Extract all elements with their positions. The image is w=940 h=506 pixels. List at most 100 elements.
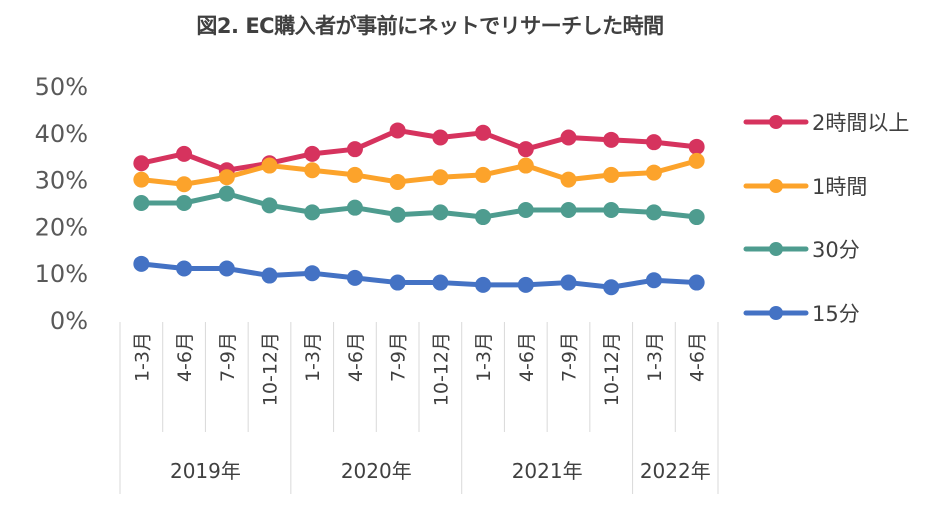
x-tick-label: 1-3月 xyxy=(644,332,666,382)
data-point xyxy=(133,155,150,172)
data-point xyxy=(218,260,235,277)
data-point xyxy=(261,197,278,214)
y-tick-label: 10% xyxy=(35,260,88,288)
y-tick-label: 30% xyxy=(35,167,88,195)
data-point xyxy=(176,260,193,277)
data-point xyxy=(603,279,620,296)
series-3 xyxy=(133,255,705,296)
data-point xyxy=(475,276,492,293)
data-point xyxy=(645,164,662,181)
series-1 xyxy=(133,152,705,193)
data-point xyxy=(560,171,577,188)
year-group-label: 2022年 xyxy=(640,459,711,483)
data-point xyxy=(475,209,492,226)
data-point xyxy=(645,134,662,151)
series-2 xyxy=(133,185,705,226)
x-tick-label: 10-12月 xyxy=(601,332,623,406)
data-point xyxy=(176,145,193,162)
data-point xyxy=(176,176,193,193)
legend-marker xyxy=(769,306,783,320)
data-point xyxy=(688,274,705,291)
data-point xyxy=(261,157,278,174)
data-point xyxy=(603,166,620,183)
data-point xyxy=(517,276,534,293)
data-point xyxy=(560,274,577,291)
x-tick-label: 4-6月 xyxy=(516,332,538,382)
data-point xyxy=(517,157,534,174)
x-tick-label: 7-9月 xyxy=(388,332,410,382)
x-tick-label: 7-9月 xyxy=(559,332,581,382)
data-point xyxy=(133,195,150,211)
x-tick-label: 10-12月 xyxy=(260,332,282,406)
data-point xyxy=(645,272,662,289)
data-point xyxy=(346,141,363,158)
data-point xyxy=(304,162,321,179)
x-tick-label: 1-3月 xyxy=(131,332,153,382)
x-tick-label: 4-6月 xyxy=(174,332,196,382)
data-point xyxy=(688,209,705,226)
legend-label: 1時間 xyxy=(812,175,867,199)
data-point xyxy=(346,269,363,286)
legend-label: 15分 xyxy=(812,302,860,326)
data-point xyxy=(304,204,321,221)
legend-item: 2時間以上 xyxy=(743,111,909,135)
data-point xyxy=(304,265,321,282)
legend-item: 1時間 xyxy=(743,175,867,199)
legend-marker xyxy=(769,179,783,193)
data-point xyxy=(475,124,492,141)
chart-title: 図2. EC購入者が事前にネットでリサーチした時間 xyxy=(196,14,664,38)
data-point xyxy=(432,129,449,146)
data-point xyxy=(603,202,620,219)
y-tick-label: 50% xyxy=(35,73,88,101)
y-tick-label: 0% xyxy=(50,307,88,335)
legend-label: 30分 xyxy=(812,238,860,262)
data-point xyxy=(218,185,235,202)
data-point xyxy=(218,169,235,186)
data-point xyxy=(389,122,406,139)
y-tick-label: 40% xyxy=(35,120,88,148)
data-point xyxy=(176,195,193,211)
series-0 xyxy=(133,122,705,179)
year-group-label: 2020年 xyxy=(341,459,412,483)
series-lines xyxy=(133,122,705,296)
x-tick-label: 4-6月 xyxy=(687,332,709,382)
legend-marker xyxy=(769,242,783,256)
x-axis-ticks: 1-3月 4-6月 7-9月 10-12月 1-3月 4-6月 7-9月 10-12月 1-3月… xyxy=(131,332,708,406)
data-point xyxy=(432,274,449,291)
year-group-label: 2019年 xyxy=(170,459,241,483)
data-point xyxy=(389,274,406,291)
data-point xyxy=(133,255,150,272)
data-point xyxy=(645,204,662,221)
y-tick-label: 20% xyxy=(35,213,88,241)
data-point xyxy=(475,166,492,183)
data-point xyxy=(688,152,705,169)
x-tick-label: 7-9月 xyxy=(217,332,239,382)
x-tick-label: 10-12月 xyxy=(430,332,452,406)
data-point xyxy=(432,204,449,221)
year-group-label: 2021年 xyxy=(512,459,583,483)
data-point xyxy=(346,199,363,216)
data-point xyxy=(261,267,278,284)
data-point xyxy=(389,173,406,190)
legend-item: 15分 xyxy=(743,302,860,326)
y-axis-ticks: 0% 10% 20% 30% 40% 50% xyxy=(35,73,88,335)
legend-item: 30分 xyxy=(743,238,860,262)
x-tick-label: 4-6月 xyxy=(345,332,367,382)
x-tick-label: 1-3月 xyxy=(302,332,324,382)
data-point xyxy=(133,171,150,188)
data-point xyxy=(346,166,363,183)
data-point xyxy=(517,141,534,158)
data-point xyxy=(517,202,534,219)
data-point xyxy=(304,145,321,162)
data-point xyxy=(688,138,705,155)
data-point xyxy=(389,206,406,223)
data-point xyxy=(432,169,449,186)
data-point xyxy=(560,202,577,219)
year-labels: 2019年 2020年 2021年 2022年 xyxy=(170,459,711,483)
data-point xyxy=(560,129,577,146)
data-point xyxy=(603,131,620,148)
legend-marker xyxy=(769,115,783,129)
category-grid xyxy=(119,322,719,494)
legend-label: 2時間以上 xyxy=(812,111,909,135)
